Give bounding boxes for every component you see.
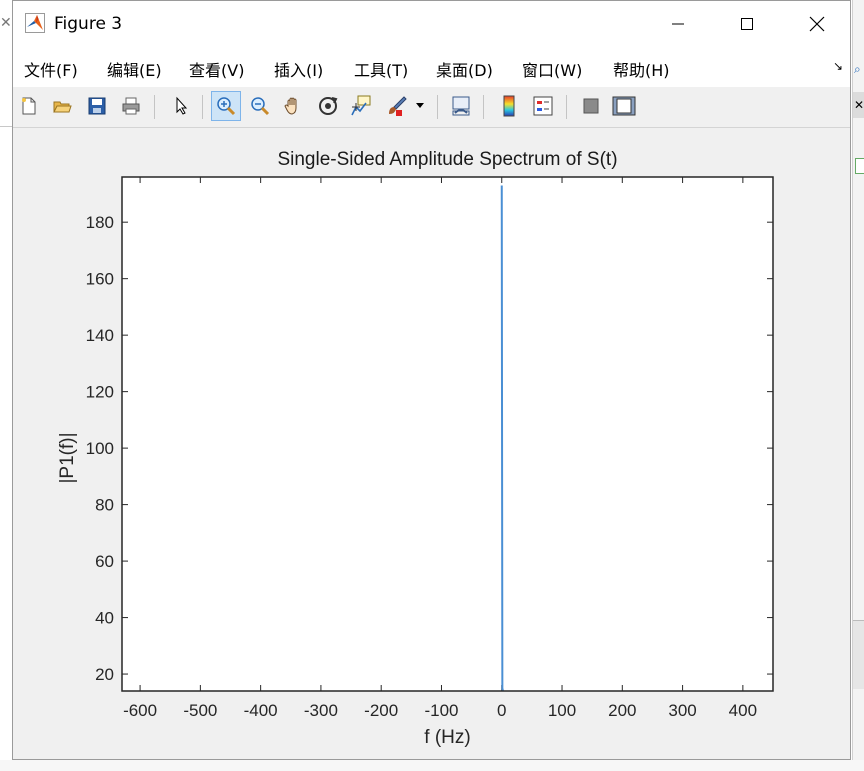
x-tick-label: -300 (304, 701, 338, 720)
x-tick-label: 200 (608, 701, 636, 720)
x-tick-label: 400 (729, 701, 757, 720)
pan-hand-icon[interactable] (281, 94, 305, 118)
hide-plot-tools-icon[interactable] (579, 94, 603, 118)
background-close-icon[interactable]: ✕ (853, 92, 864, 118)
y-tick-label: 40 (95, 609, 114, 628)
y-axis-label: |P1(f)| (57, 432, 78, 483)
zoom-in-icon[interactable] (211, 91, 241, 121)
window-title: Figure 3 (54, 14, 123, 34)
x-tick-label: -500 (183, 701, 217, 720)
menu-tools[interactable]: 工具(T) (354, 61, 409, 80)
background-checkbox-icon (855, 158, 864, 174)
x-tick-label: 300 (668, 701, 696, 720)
toolbar-separator (437, 95, 438, 119)
axes-background (122, 177, 773, 691)
x-tick-label: -100 (424, 701, 458, 720)
x-ticks: -600 -500 -400 -300 -200 -100 0 100 200 300 400 (123, 177, 757, 720)
chart-title: Single-Sided Amplitude Spectrum of S(t) (277, 149, 617, 170)
series-line-0 (500, 185, 504, 692)
y-tick-label: 60 (95, 552, 114, 571)
y-tick-label: 180 (86, 213, 114, 232)
edit-plot-arrow-icon[interactable] (169, 94, 193, 118)
link-plot-icon[interactable] (449, 94, 473, 118)
toolbar-separator (566, 95, 567, 119)
print-icon[interactable] (119, 94, 143, 118)
menu-insert[interactable]: 插入(I) (274, 61, 324, 80)
menu-overflow-icon[interactable]: ↘ (833, 59, 844, 73)
figure-window: Figure 3 文件(F) 编辑(E) 查看(V) 插入(I) 工具(T) 桌… (12, 0, 851, 760)
menu-help[interactable]: 帮助(H) (613, 61, 670, 80)
new-figure-icon[interactable] (17, 94, 41, 118)
y-tick-label: 140 (86, 326, 114, 345)
menu-bar: 文件(F) 编辑(E) 查看(V) 插入(I) 工具(T) 桌面(D) 窗口(W… (13, 47, 850, 87)
toolbar-separator (483, 95, 484, 119)
maximize-icon (741, 18, 753, 30)
series-group (500, 185, 504, 692)
background-panel (853, 620, 864, 689)
background-divider (0, 126, 12, 127)
menu-desktop[interactable]: 桌面(D) (436, 61, 493, 80)
save-icon[interactable] (85, 94, 109, 118)
colorbar-icon[interactable] (497, 94, 521, 118)
title-bar[interactable]: Figure 3 (13, 1, 850, 47)
y-tick-label: 120 (86, 383, 114, 402)
maximize-button[interactable] (724, 9, 770, 39)
toolbar-separator (154, 95, 155, 119)
menu-window[interactable]: 窗口(W) (522, 61, 583, 80)
menu-file[interactable]: 文件(F) (24, 61, 78, 80)
background-app-edge: ⌕ ✕ (852, 0, 864, 771)
y-ticks: 20 40 60 80 100 120 140 160 180 (86, 213, 773, 684)
menu-edit[interactable]: 编辑(E) (107, 61, 162, 80)
chart-svg: 20 40 60 80 100 120 140 160 180 -600 -500 -400 -300… (57, 149, 774, 748)
minimize-button[interactable] (655, 9, 701, 39)
y-tick-label: 20 (95, 665, 114, 684)
x-axis-label: f (Hz) (424, 727, 470, 748)
x-tick-label: -200 (364, 701, 398, 720)
x-tick-label: 0 (497, 701, 506, 720)
y-tick-label: 160 (86, 270, 114, 289)
background-search-icon: ⌕ (854, 62, 861, 76)
y-tick-label: 80 (95, 496, 114, 515)
menu-view[interactable]: 查看(V) (189, 61, 245, 80)
x-tick-label: -400 (244, 701, 278, 720)
rotate-3d-icon[interactable] (316, 94, 340, 118)
data-cursor-icon[interactable] (349, 94, 373, 118)
brush-dropdown-icon[interactable] (413, 94, 427, 118)
figure-toolbar (13, 87, 850, 128)
matlab-logo-icon (25, 13, 45, 33)
minimize-icon (672, 23, 684, 25)
toolbar-separator (202, 95, 203, 119)
background-close-mark: ✕ (0, 14, 12, 30)
legend-icon[interactable] (531, 94, 555, 118)
show-plot-tools-icon[interactable] (612, 94, 636, 118)
close-icon (809, 16, 825, 32)
x-tick-label: -600 (123, 701, 157, 720)
axes-box (121, 176, 774, 692)
figure-canvas: 20 40 60 80 100 120 140 160 180 -600 -500 -400 -300… (13, 128, 850, 759)
brush-icon[interactable] (385, 94, 409, 118)
close-button[interactable] (794, 9, 840, 39)
y-tick-label: 100 (86, 439, 114, 458)
open-file-icon[interactable] (50, 94, 74, 118)
background-bottom-strip (0, 760, 864, 771)
zoom-out-icon[interactable] (248, 94, 272, 118)
x-tick-label: 100 (548, 701, 576, 720)
